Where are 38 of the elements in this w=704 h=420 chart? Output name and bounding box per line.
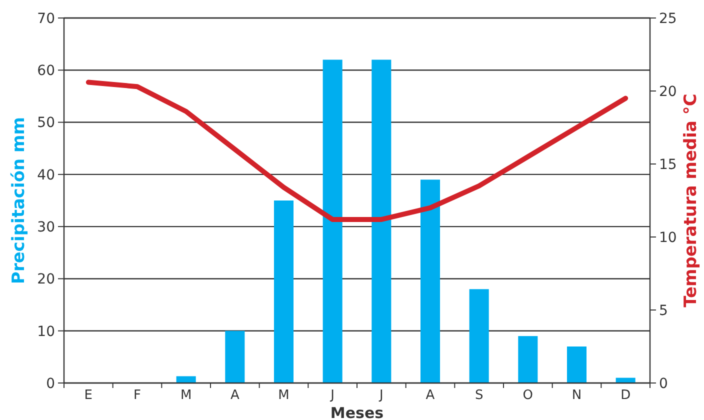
bar [469, 289, 489, 383]
y2-tick-label: 20 [659, 84, 677, 100]
y2-axis-title: Temperatura media °C [681, 94, 701, 308]
x-tick-label: J [330, 388, 335, 403]
x-tick-label: A [426, 388, 435, 403]
y2-tick-label: 15 [659, 156, 677, 173]
y2-tick-label: 5 [659, 302, 668, 319]
x-tick-label: M [180, 388, 192, 403]
x-tick-label: O [522, 388, 534, 403]
y-axis-title: Precipitación mm [9, 117, 29, 284]
bar [274, 200, 294, 383]
y-tick-label: 60 [37, 63, 55, 80]
bar [225, 330, 245, 383]
x-tick-label: M [278, 388, 290, 403]
bar [566, 346, 587, 383]
y-tick-label: 20 [37, 272, 55, 288]
bar [176, 376, 196, 383]
bar [322, 60, 342, 383]
bar [372, 60, 392, 383]
y-tick-label: 30 [37, 219, 55, 236]
x-tick-label: J [378, 388, 384, 403]
x-tick-label: A [230, 388, 240, 403]
x-tick-label: N [572, 388, 582, 403]
y-tick-label: 0 [46, 376, 55, 392]
x-tick-label: S [474, 388, 484, 403]
y2-tick-label: 0 [659, 376, 668, 392]
y-tick-label: 70 [37, 10, 55, 27]
bar [518, 336, 538, 383]
x-tick-label: E [84, 388, 93, 403]
y2-tick-label: 10 [659, 230, 677, 246]
y-tick-label: 40 [37, 167, 55, 184]
x-tick-label: F [134, 388, 141, 403]
x-axis-title: Meses [330, 404, 384, 420]
bar [420, 180, 440, 383]
y2-tick-label: 25 [659, 10, 677, 27]
y-tick-label: 50 [37, 115, 55, 132]
x-tick-label: D [620, 388, 631, 403]
y-tick-label: 10 [37, 324, 55, 340]
